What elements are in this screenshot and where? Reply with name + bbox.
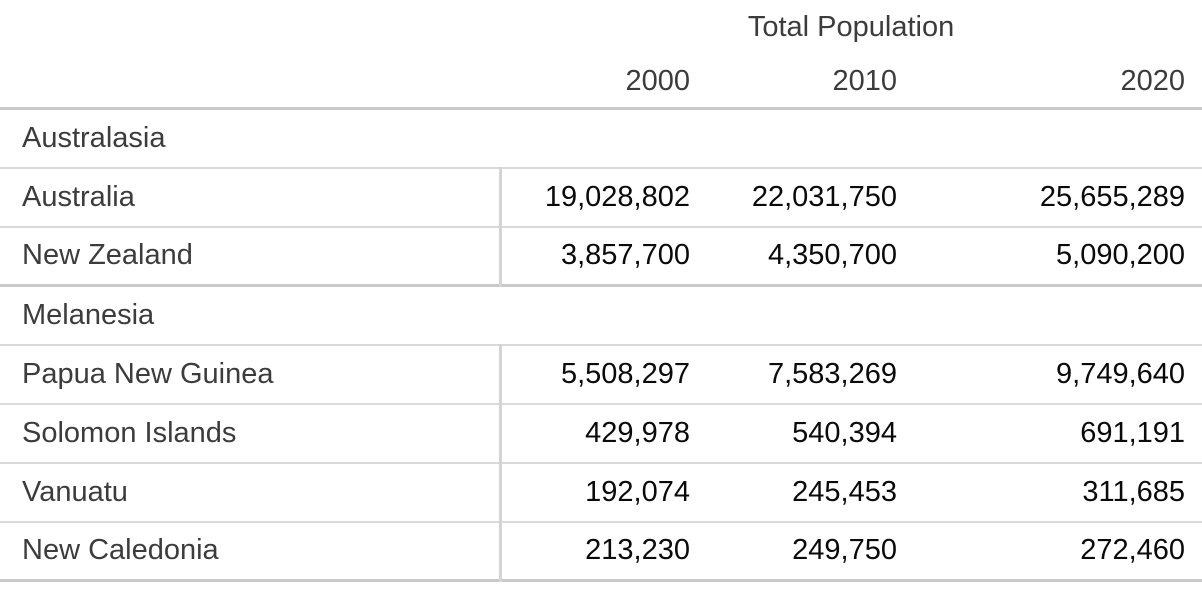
population-2020-cell: 5,090,200 bbox=[1056, 239, 1186, 272]
population-2010-cell: 4,350,700 bbox=[767, 239, 897, 272]
population-2010-cell: 22,031,750 bbox=[751, 180, 897, 213]
country-name-cell: New Zealand bbox=[0, 226, 502, 286]
group-label: Australasia bbox=[22, 121, 166, 154]
table-row-australia: Australia 19,028,802 22,031,750 25,655,2… bbox=[0, 167, 1202, 227]
year-column-header-2020: 2020 bbox=[1120, 64, 1186, 97]
table-title: Total Population bbox=[747, 11, 955, 43]
country-name-cell: Solomon Islands bbox=[0, 403, 502, 463]
table-row-vanuatu: Vanuatu 192,074 245,453 311,685 bbox=[0, 462, 1202, 522]
group-row-melanesia: Melanesia bbox=[0, 285, 1202, 345]
population-2020-cell: 9,749,640 bbox=[1056, 357, 1186, 390]
population-2020-cell: 311,685 bbox=[1082, 475, 1186, 508]
country-name-cell: Australia bbox=[0, 167, 502, 227]
year-column-header-2010: 2010 bbox=[832, 64, 897, 97]
population-2000-cell: 19,028,802 bbox=[544, 180, 690, 213]
population-2010-cell: 249,750 bbox=[792, 534, 897, 567]
country-name-cell: Vanuatu bbox=[0, 462, 502, 522]
population-2010-cell: 7,583,269 bbox=[767, 357, 897, 390]
group-label: Melanesia bbox=[22, 298, 155, 331]
table-header: Total Population 2000 2010 2020 bbox=[0, 0, 1202, 109]
table-row-solomon-islands: Solomon Islands 429,978 540,394 691,191 bbox=[0, 403, 1202, 463]
header-spacer-cell bbox=[0, 0, 500, 55]
table-title-row: Total Population bbox=[0, 0, 1202, 55]
year-header-row: 2000 2010 2020 bbox=[0, 55, 1202, 109]
header-spacer-cell bbox=[0, 55, 500, 109]
population-2020-cell: 691,191 bbox=[1080, 416, 1186, 449]
population-2020-cell: 272,460 bbox=[1080, 534, 1186, 567]
population-2020-cell: 25,655,289 bbox=[1039, 180, 1186, 213]
table-body: Australasia Australia 19,028,802 22,031,… bbox=[0, 108, 1202, 581]
population-2000-cell: 213,230 bbox=[585, 534, 690, 567]
population-2000-cell: 192,074 bbox=[585, 475, 690, 508]
country-name-cell: New Caledonia bbox=[0, 521, 502, 581]
table-row-new-caledonia: New Caledonia 213,230 249,750 272,460 bbox=[0, 521, 1202, 581]
country-name-cell: Papua New Guinea bbox=[0, 344, 502, 404]
population-2000-cell: 5,508,297 bbox=[560, 357, 690, 390]
table-row-new-zealand: New Zealand 3,857,700 4,350,700 5,090,20… bbox=[0, 226, 1202, 286]
year-column-header-2000: 2000 bbox=[625, 64, 690, 97]
table-row-papua-new-guinea: Papua New Guinea 5,508,297 7,583,269 9,7… bbox=[0, 344, 1202, 404]
population-2000-cell: 3,857,700 bbox=[560, 239, 690, 272]
population-table: Total Population 2000 2010 2020 Australa… bbox=[0, 0, 1202, 582]
group-row-australasia: Australasia bbox=[0, 108, 1202, 168]
population-2010-cell: 540,394 bbox=[792, 416, 897, 449]
population-2010-cell: 245,453 bbox=[792, 475, 897, 508]
population-2000-cell: 429,978 bbox=[585, 416, 690, 449]
